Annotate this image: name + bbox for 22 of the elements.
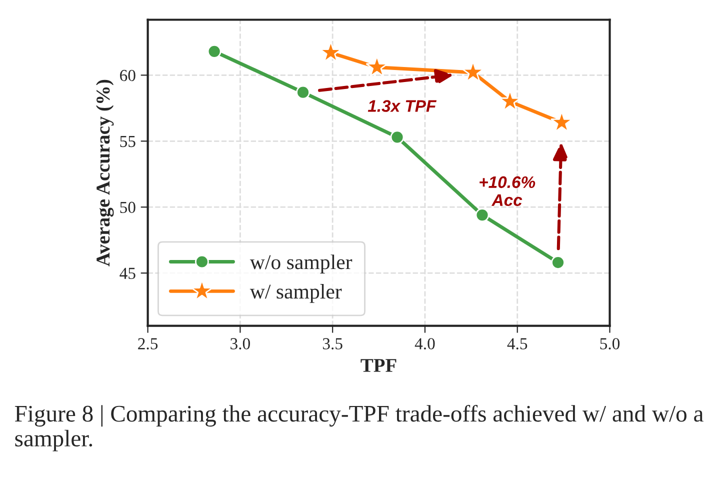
x-tick-label: 2.5 bbox=[138, 338, 158, 350]
point bbox=[551, 256, 565, 270]
y-axis-title: Average Accuracy (%) bbox=[96, 80, 114, 266]
y-tick-label: 55 bbox=[120, 136, 136, 148]
x-tick-label: 4.0 bbox=[414, 338, 435, 350]
y-tick-label: 45 bbox=[120, 268, 136, 280]
point bbox=[390, 130, 404, 144]
x-tick-label: 4.5 bbox=[507, 338, 528, 350]
point bbox=[475, 208, 490, 222]
x-axis-title: TPF bbox=[360, 359, 396, 372]
legend-label: w/ sampler bbox=[250, 284, 342, 303]
annotation: +10.6% Acc bbox=[480, 176, 536, 206]
point bbox=[207, 44, 222, 58]
legend-label: w/o sampler bbox=[250, 254, 352, 274]
x-tick-label: 5.0 bbox=[600, 338, 620, 350]
annotation: 1.3x TPF bbox=[368, 100, 437, 112]
caption: Figure 8 | Comparing the accuracy-TPF trade-offs achieved w/ and w/o a sampler. bbox=[14, 404, 704, 452]
y-tick-label: 60 bbox=[120, 70, 136, 82]
point bbox=[296, 85, 310, 100]
x-tick-label: 3.5 bbox=[322, 338, 342, 350]
x-tick-label: 3.0 bbox=[230, 338, 250, 350]
y-tick-label: 50 bbox=[120, 202, 136, 214]
